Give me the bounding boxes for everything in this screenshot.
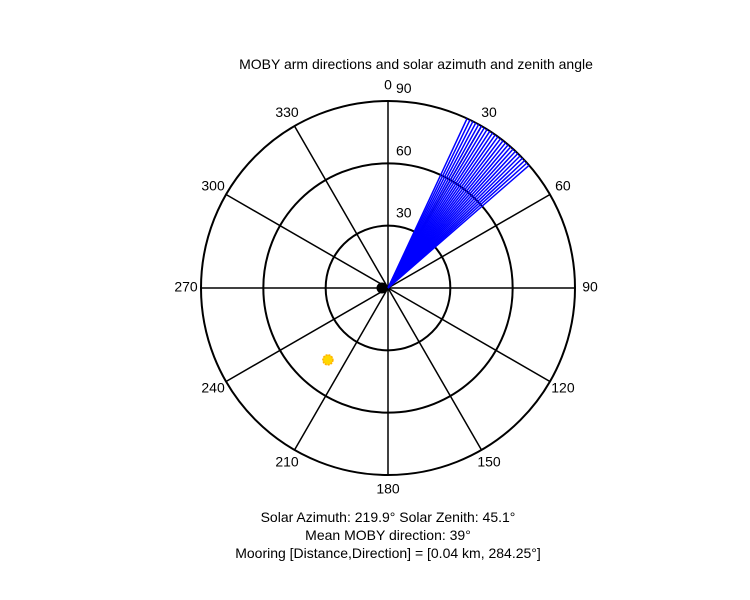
angle-label-60: 60	[555, 178, 571, 194]
grid-spoke-240	[225, 287, 389, 383]
footer-line-2: Mean MOBY direction: 39°	[305, 527, 471, 543]
sun-marker	[322, 354, 334, 366]
center-marker	[376, 282, 388, 294]
chart-marks	[322, 118, 530, 366]
footer-line-1: Solar Azimuth: 219.9° Solar Zenith: 45.1…	[261, 509, 516, 525]
angle-label-210: 210	[275, 454, 299, 470]
grid-spoke-120	[387, 287, 551, 383]
radial-label-90: 90	[396, 80, 412, 96]
angle-label-300: 300	[201, 178, 225, 194]
angle-label-240: 240	[201, 380, 225, 396]
angle-label-90: 90	[582, 279, 598, 295]
grid-spoke-60	[387, 193, 551, 289]
axis-labels: 0 30 60 90 120 150 180 210 240 270 300 330 30 60 90	[174, 77, 598, 497]
angle-label-270: 270	[174, 279, 198, 295]
grid-spoke-330	[293, 125, 389, 289]
grid-spoke-300	[225, 193, 389, 289]
grid-spoke-150	[387, 287, 483, 451]
arm-direction-line-24	[387, 164, 530, 289]
angle-label-120: 120	[551, 380, 575, 396]
angle-label-180: 180	[376, 481, 400, 497]
angle-label-150: 150	[477, 454, 501, 470]
footer-line-3: Mooring [Distance,Direction] = [0.04 km,…	[235, 545, 541, 561]
chart-title: MOBY arm directions and solar azimuth an…	[239, 56, 593, 72]
angle-label-30: 30	[481, 104, 497, 120]
radial-label-60: 60	[396, 142, 412, 158]
angle-label-0: 0	[384, 77, 392, 93]
angle-label-330: 330	[275, 104, 299, 120]
radial-label-30: 30	[396, 205, 412, 221]
grid-spoke-210	[293, 287, 389, 451]
